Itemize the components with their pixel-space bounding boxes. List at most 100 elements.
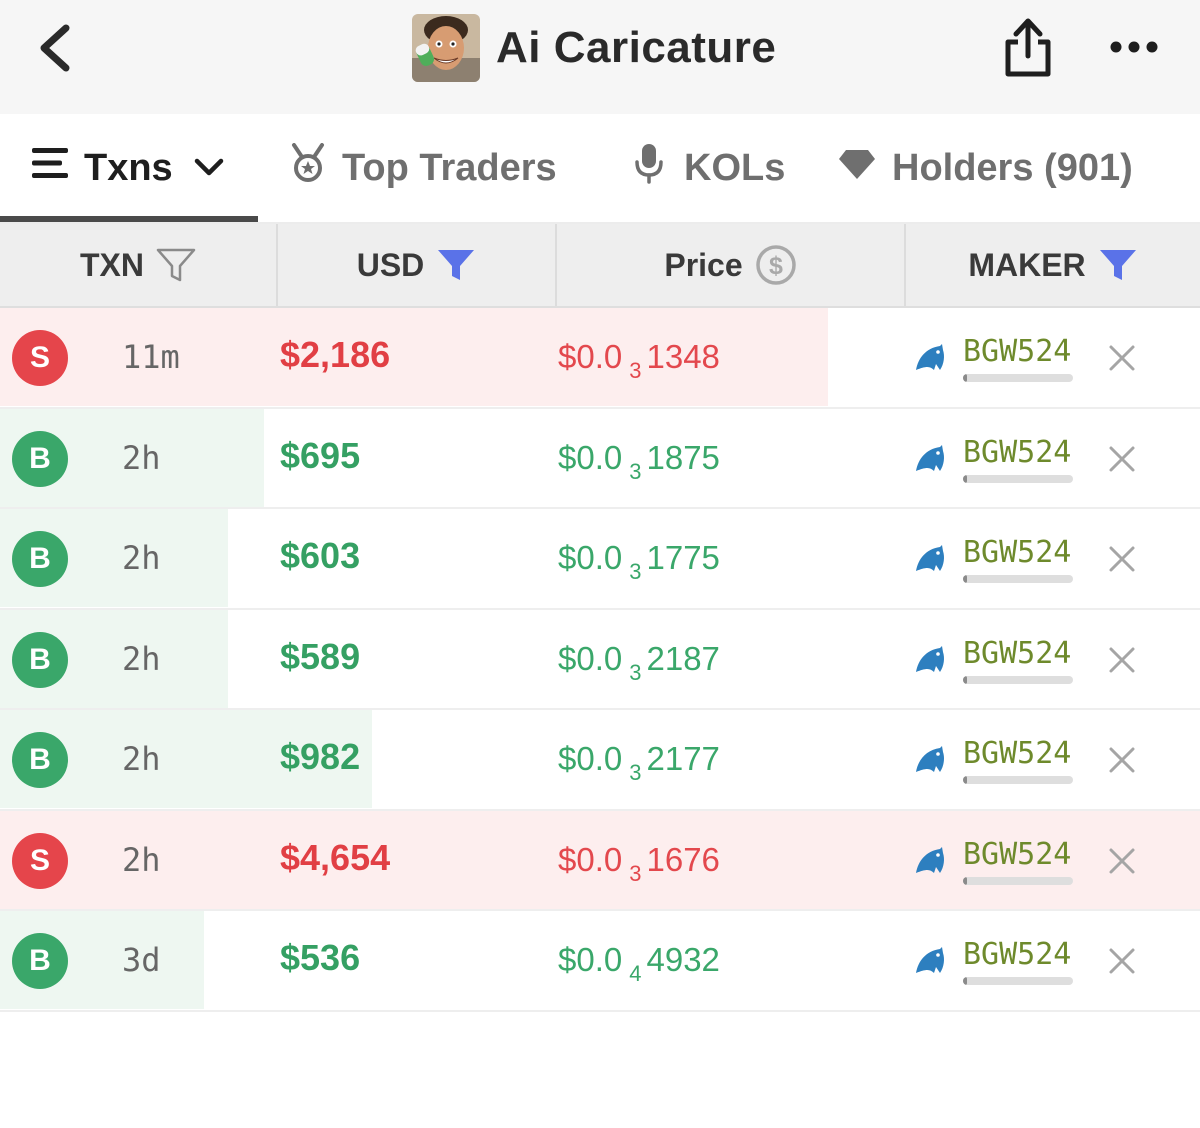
price-prefix: $0.0 xyxy=(558,840,623,878)
column-header-usd-label: USD xyxy=(356,246,425,283)
table-row[interactable]: B 2h $589 $0.0 3 2187 BGW524 xyxy=(0,609,1200,710)
txn-age: 11m xyxy=(122,338,180,376)
dolphin-icon xyxy=(916,746,944,772)
more-horizontal-icon xyxy=(1110,41,1158,53)
list-icon xyxy=(32,146,70,190)
maker-address[interactable]: BGW524 xyxy=(963,937,1072,972)
price-digits: 1775 xyxy=(646,539,720,576)
chevron-left-icon xyxy=(40,24,70,72)
maker-address[interactable]: BGW524 xyxy=(963,535,1072,570)
price-zero-count: 3 xyxy=(629,559,642,584)
txn-type-badge: S xyxy=(12,832,68,889)
tab-kols-label: KOLs xyxy=(684,146,786,189)
table-row[interactable]: B 2h $695 $0.0 3 1875 BGW524 xyxy=(0,408,1200,509)
column-header-price[interactable]: Price $ xyxy=(557,224,906,306)
txn-type-badge: B xyxy=(12,933,68,989)
price-zero-count: 4 xyxy=(629,961,642,986)
active-tab-indicator xyxy=(0,216,258,222)
token-title-group: Ai Caricature xyxy=(412,14,776,82)
maker-holding-bar xyxy=(963,474,1073,483)
txn-type-badge: B xyxy=(12,631,68,688)
maker-address[interactable]: BGW524 xyxy=(963,836,1072,872)
txn-age: 2h xyxy=(122,438,161,477)
maker-address[interactable]: BGW524 xyxy=(963,736,1072,771)
txn-price: $0.0 3 1875 xyxy=(558,438,720,484)
table-row[interactable]: B 2h $603 $0.0 3 1775 BGW524 xyxy=(0,509,1200,610)
row-volume-bar xyxy=(0,308,828,406)
dolphin-icon xyxy=(916,645,944,672)
tab-kols[interactable]: KOLs xyxy=(634,114,785,222)
table-row[interactable]: B 3d $536 $0.0 4 4932 BGW524 xyxy=(0,911,1200,1012)
maker-address[interactable]: BGW524 xyxy=(963,635,1072,671)
close-icon[interactable] xyxy=(1106,845,1138,877)
txn-type-badge: S xyxy=(12,330,68,386)
price-zero-count: 3 xyxy=(629,860,642,886)
filter-filled-icon[interactable] xyxy=(1098,247,1138,283)
tab-holders-label: Holders (901) xyxy=(892,146,1133,189)
close-icon[interactable] xyxy=(1106,744,1138,776)
token-avatar xyxy=(412,14,480,82)
close-icon[interactable] xyxy=(1106,945,1138,977)
tab-txns[interactable]: Txns xyxy=(32,114,225,222)
column-header-txn-label: TXN xyxy=(80,246,144,283)
tab-txns-label: Txns xyxy=(84,146,173,189)
txn-age: 2h xyxy=(122,740,161,778)
maker-address[interactable]: BGW524 xyxy=(963,334,1072,369)
table-row[interactable]: B 2h $982 $0.0 3 2177 BGW524 xyxy=(0,710,1200,811)
dollar-coin-icon[interactable]: $ xyxy=(755,244,797,286)
close-icon[interactable] xyxy=(1106,342,1138,374)
txn-price: $0.0 3 1348 xyxy=(558,338,720,383)
maker-holding-bar xyxy=(963,374,1073,382)
column-header-maker[interactable]: MAKER xyxy=(906,224,1200,306)
dolphin-icon xyxy=(916,444,944,471)
txn-age: 2h xyxy=(122,639,161,678)
dolphin-icon xyxy=(916,947,944,973)
close-icon[interactable] xyxy=(1106,644,1138,676)
txn-price: $0.0 3 1775 xyxy=(558,539,720,584)
column-header-txn[interactable]: TXN xyxy=(0,224,278,306)
filter-outline-icon[interactable] xyxy=(156,247,196,283)
price-digits: 4932 xyxy=(646,941,720,978)
table-row[interactable]: S 11m $2,186 $0.0 3 1348 BGW524 xyxy=(0,308,1200,409)
back-button[interactable] xyxy=(30,18,86,78)
txn-price: $0.0 3 1676 xyxy=(558,840,720,886)
table-header: TXN USD Price $ MAKER xyxy=(0,224,1200,308)
price-zero-count: 3 xyxy=(629,458,642,484)
maker-holding-bar xyxy=(963,675,1073,684)
price-prefix: $0.0 xyxy=(558,941,623,978)
price-prefix: $0.0 xyxy=(558,639,623,677)
maker-holding-bar xyxy=(963,575,1073,583)
txn-usd-amount: $589 xyxy=(280,635,361,677)
microphone-icon xyxy=(634,142,664,194)
more-button[interactable] xyxy=(1108,30,1160,64)
txn-price: $0.0 3 2187 xyxy=(558,639,720,685)
txn-usd-amount: $2,186 xyxy=(280,334,391,375)
share-button[interactable] xyxy=(998,14,1058,80)
diamond-icon xyxy=(838,147,876,190)
close-icon[interactable] xyxy=(1106,543,1138,575)
column-header-usd[interactable]: USD xyxy=(278,224,557,306)
maker-address[interactable]: BGW524 xyxy=(963,434,1072,470)
tab-holders[interactable]: Holders (901) xyxy=(838,114,1133,222)
price-prefix: $0.0 xyxy=(558,338,623,375)
tab-bar: Txns Top Traders KOLs xyxy=(0,114,1200,224)
row-volume-bar xyxy=(0,810,1200,909)
maker-holding-bar xyxy=(963,776,1073,784)
tab-top-traders[interactable]: Top Traders xyxy=(288,114,557,222)
price-prefix: $0.0 xyxy=(558,438,623,476)
price-digits: 1875 xyxy=(646,438,720,476)
chevron-down-icon xyxy=(193,157,225,179)
table-row[interactable]: S 2h $4,654 $0.0 3 1676 BGW524 xyxy=(0,810,1200,911)
tab-top-traders-label: Top Traders xyxy=(342,146,557,189)
dolphin-icon xyxy=(916,344,944,370)
txn-type-badge: B xyxy=(12,531,68,587)
txn-type-badge: B xyxy=(12,732,68,788)
filter-filled-icon[interactable] xyxy=(436,247,476,283)
transactions-list: S 11m $2,186 $0.0 3 1348 BGW524 B 2h $695 … xyxy=(0,308,1200,1012)
price-digits: 2177 xyxy=(646,740,720,777)
medal-icon xyxy=(288,143,328,193)
price-prefix: $0.0 xyxy=(558,539,623,576)
maker-holding-bar xyxy=(963,977,1073,985)
price-digits: 1676 xyxy=(646,840,720,878)
close-icon[interactable] xyxy=(1106,443,1138,475)
